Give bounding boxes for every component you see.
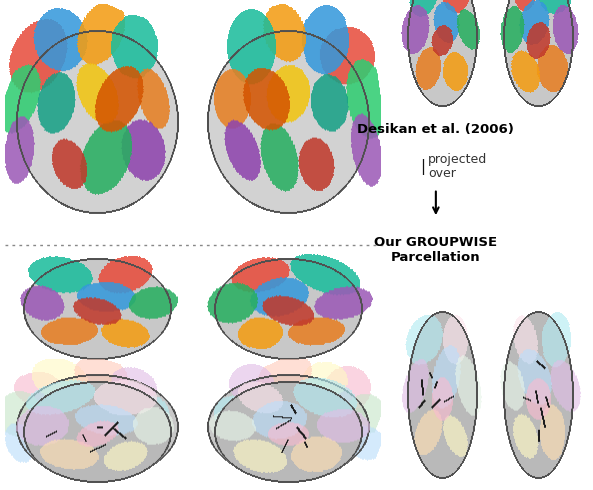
Text: Our GROUPWISE
Parcellation: Our GROUPWISE Parcellation [374,236,498,264]
Text: |: | [420,159,425,174]
Text: over: over [428,168,456,180]
Text: projected: projected [428,153,487,166]
Text: Desikan et al. (2006): Desikan et al. (2006) [358,123,514,136]
